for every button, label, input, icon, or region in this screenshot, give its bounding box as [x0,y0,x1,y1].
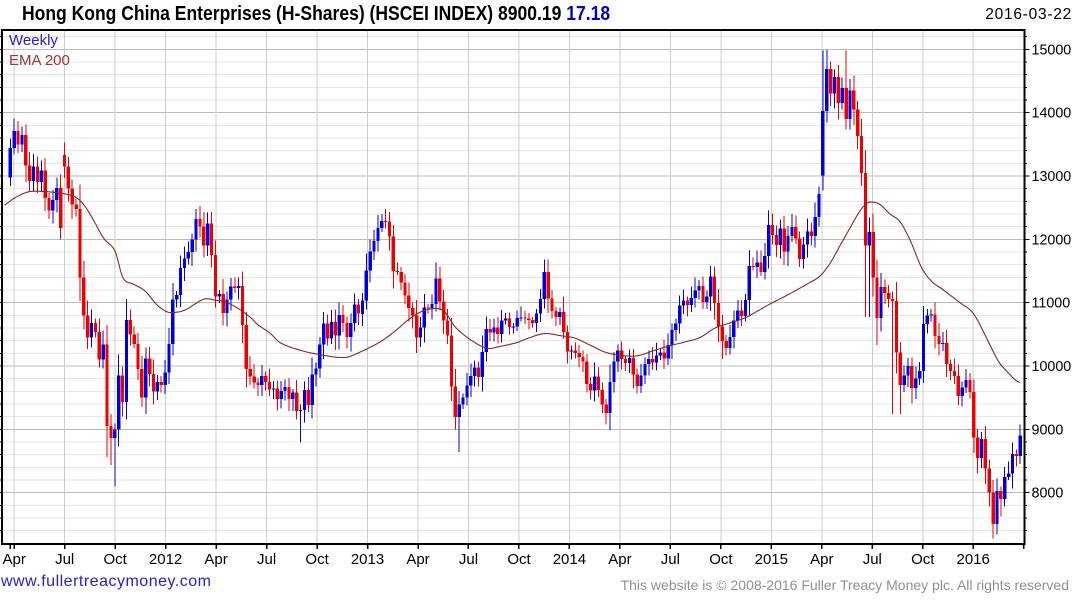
svg-text:Oct: Oct [709,551,733,568]
svg-text:14000: 14000 [1032,106,1072,122]
svg-text:Jul: Jul [55,551,74,568]
svg-text:Apr: Apr [3,551,26,568]
svg-text:2016: 2016 [957,551,990,568]
svg-text:Apr: Apr [406,551,429,568]
svg-text:2015: 2015 [755,551,788,568]
svg-text:Oct: Oct [507,551,531,568]
svg-text:Apr: Apr [608,551,631,568]
svg-text:10000: 10000 [1032,359,1072,375]
svg-text:Jul: Jul [257,551,276,568]
svg-text:12000: 12000 [1032,232,1072,248]
svg-text:15000: 15000 [1032,42,1072,58]
svg-text:2014: 2014 [553,551,586,568]
svg-text:9000: 9000 [1032,422,1064,438]
svg-text:Oct: Oct [911,551,935,568]
svg-text:2013: 2013 [351,551,384,568]
svg-text:2012: 2012 [149,551,182,568]
svg-text:Oct: Oct [104,551,128,568]
svg-text:Jul: Jul [661,551,680,568]
svg-text:13000: 13000 [1032,169,1072,185]
svg-text:Apr: Apr [204,551,227,568]
svg-text:Oct: Oct [305,551,329,568]
svg-text:Jul: Jul [863,551,882,568]
svg-text:8000: 8000 [1032,486,1064,502]
svg-text:Apr: Apr [810,551,833,568]
svg-text:Jul: Jul [459,551,478,568]
svg-text:11000: 11000 [1032,296,1071,312]
